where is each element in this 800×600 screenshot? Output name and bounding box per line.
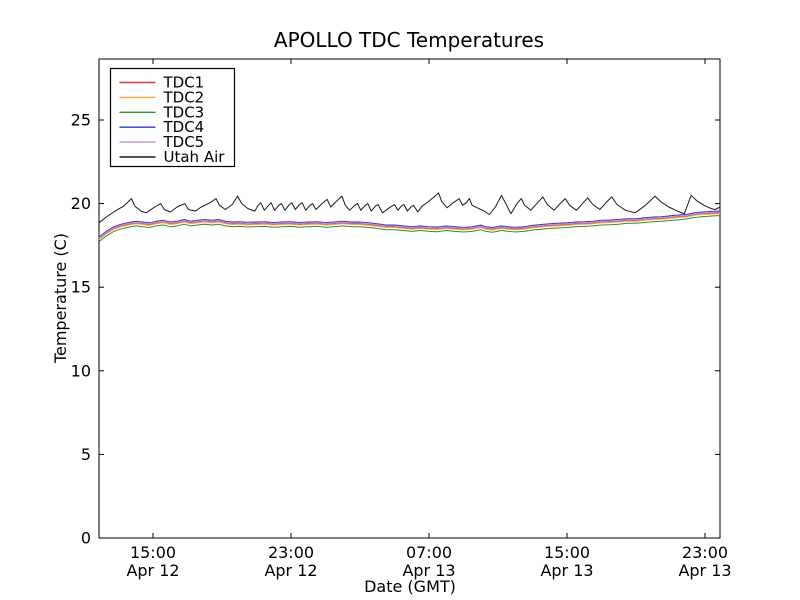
x-axis-label: Date (GMT) <box>364 577 456 596</box>
x-tick-label-time: 15:00 <box>544 543 590 562</box>
x-tick-label-time: 15:00 <box>130 543 176 562</box>
series-line-tdc4 <box>98 210 720 238</box>
y-tick-label: 0 <box>81 529 91 548</box>
x-tick-label-date: Apr 13 <box>402 561 455 580</box>
chart-title: APOLLO TDC Temperatures <box>274 28 544 52</box>
x-tick-label-date: Apr 12 <box>126 561 179 580</box>
x-tick-label-date: Apr 13 <box>678 561 731 580</box>
legend-box <box>109 67 236 168</box>
legend-item-label: TDC2 <box>163 88 205 106</box>
y-axis-label: Temperature (C) <box>51 233 70 364</box>
x-tick-label-time: 23:00 <box>268 543 314 562</box>
series-line-tdc2 <box>98 213 720 240</box>
legend-item-label: TDC3 <box>163 103 205 121</box>
legend-item-label: TDC5 <box>163 133 205 151</box>
series-line-tdc3 <box>98 215 720 243</box>
x-tick-label-date: Apr 12 <box>264 561 317 580</box>
x-tick-label-date: Apr 13 <box>540 561 593 580</box>
legend-item-label: TDC1 <box>163 74 205 92</box>
y-tick-label: 10 <box>71 361 91 380</box>
series-line-tdc1 <box>98 212 720 240</box>
y-tick-label: 5 <box>81 445 91 464</box>
y-tick-label: 20 <box>71 194 91 213</box>
y-tick-label: 15 <box>71 278 91 297</box>
series-line-utah-air <box>98 192 721 224</box>
series-line-tdc5 <box>98 211 720 239</box>
x-tick-label-time: 23:00 <box>682 543 728 562</box>
y-tick-label: 25 <box>71 111 91 130</box>
legend-item-label: Utah Air <box>164 148 226 166</box>
x-tick-label-time: 07:00 <box>406 543 452 562</box>
legend-item-label: TDC4 <box>163 118 205 136</box>
axes-frame <box>98 58 721 539</box>
